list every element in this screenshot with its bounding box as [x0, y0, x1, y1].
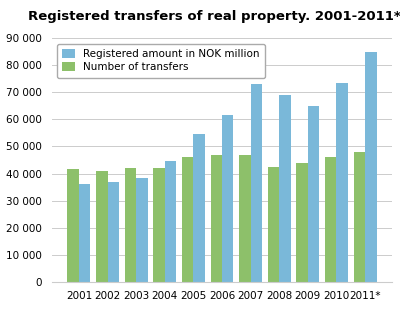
Bar: [68, 170, 79, 282]
Bar: [108, 182, 119, 282]
Bar: [193, 134, 205, 282]
Bar: [365, 52, 376, 282]
Bar: [182, 157, 193, 282]
Bar: [251, 84, 262, 282]
Bar: [325, 157, 336, 282]
Bar: [336, 83, 348, 282]
Bar: [165, 161, 176, 282]
Bar: [268, 167, 279, 282]
Bar: [79, 184, 90, 282]
Bar: [222, 116, 234, 282]
Bar: [308, 106, 319, 282]
Bar: [96, 171, 108, 282]
Bar: [239, 155, 251, 282]
Bar: [296, 163, 308, 282]
Bar: [279, 95, 291, 282]
Bar: [153, 168, 165, 282]
Text: Registered transfers of real property. 2001-2011* 3rd quarter: Registered transfers of real property. 2…: [28, 10, 400, 23]
Bar: [125, 168, 136, 282]
Bar: [354, 152, 365, 282]
Bar: [136, 178, 148, 282]
Bar: [210, 155, 222, 282]
Legend: Registered amount in NOK million, Number of transfers: Registered amount in NOK million, Number…: [57, 44, 265, 78]
